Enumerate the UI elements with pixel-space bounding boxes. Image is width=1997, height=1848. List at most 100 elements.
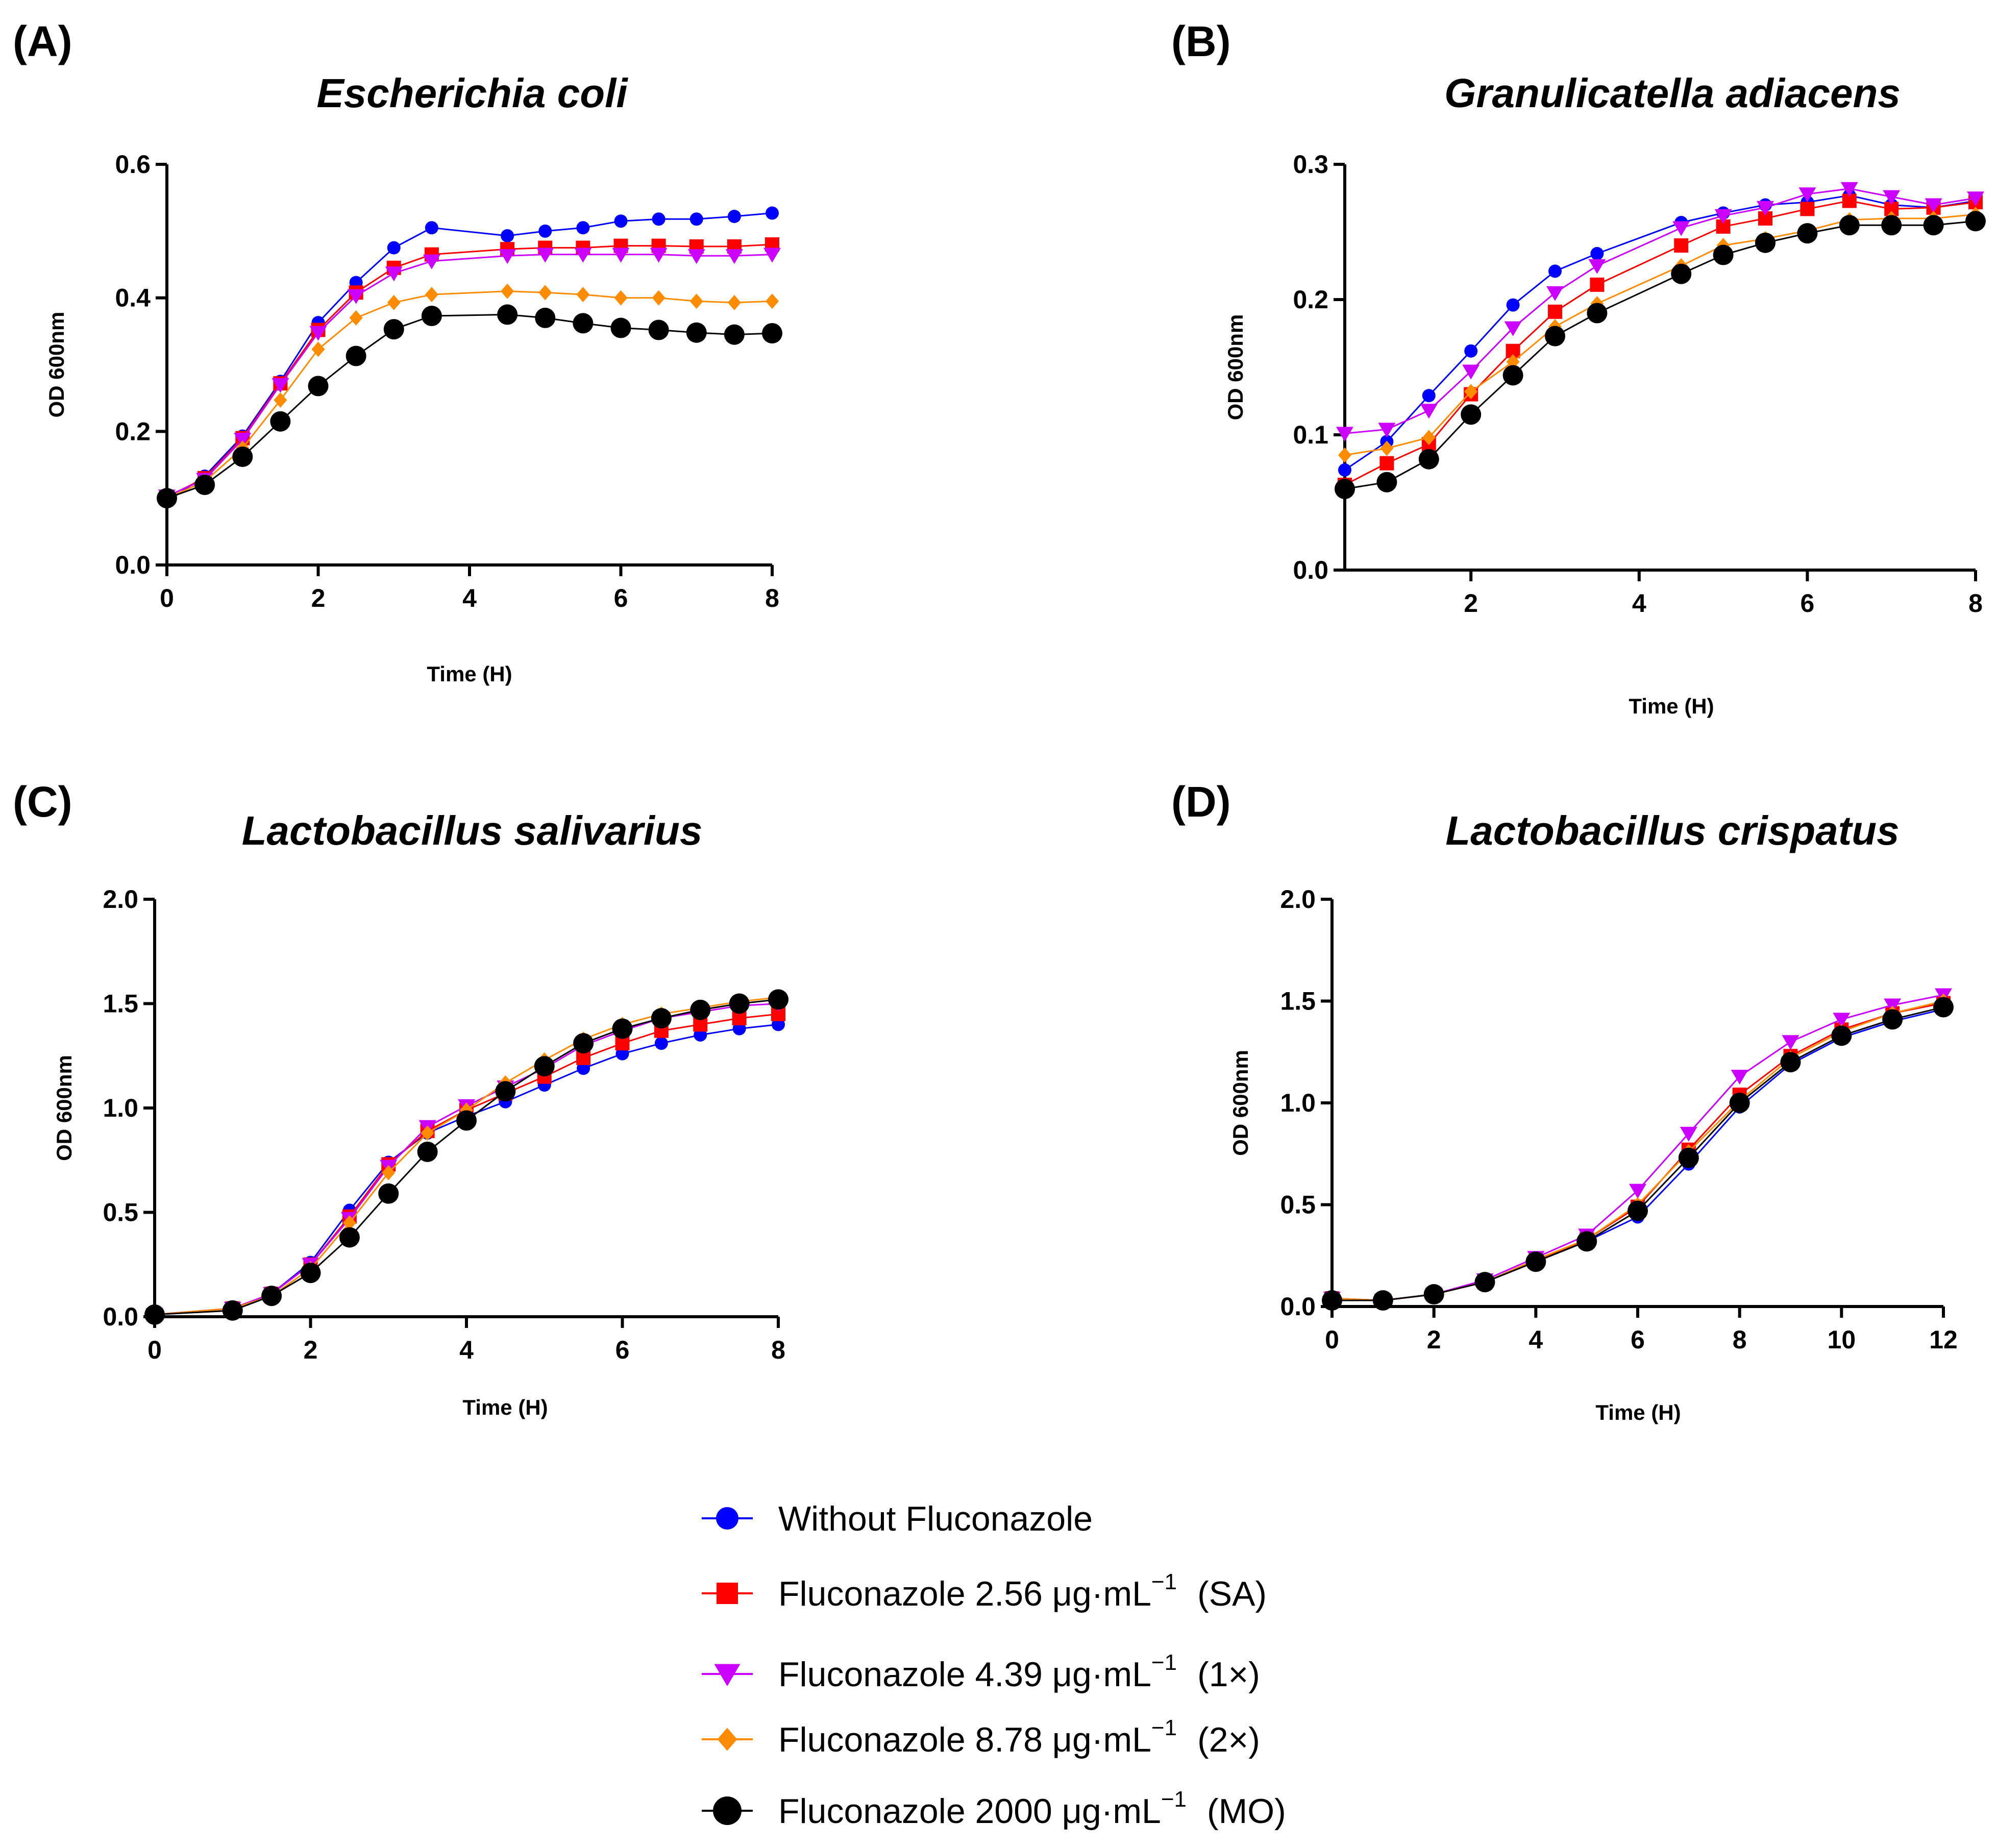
data-point-mo [1671, 263, 1692, 284]
data-point-mo [648, 319, 669, 340]
panel-label: (D) [1171, 778, 1231, 826]
legend-item-without: Without Fluconazole [702, 1499, 1093, 1538]
x-tick-label: 0 [160, 584, 174, 612]
data-point-x1 [1588, 259, 1606, 274]
x-tick-label: 12 [1929, 1325, 1958, 1354]
x-tick-label: 4 [459, 1336, 474, 1364]
x-tick-label: 2 [311, 584, 326, 612]
data-point-x2 [342, 1215, 356, 1230]
data-point-without [654, 1037, 668, 1050]
x-tick-label: 2 [1427, 1325, 1441, 1354]
data-point-without [1548, 264, 1562, 278]
x-tick-label: 2 [1464, 589, 1478, 618]
data-point-mo [1713, 244, 1734, 265]
legend-superscript: −1 [1161, 1787, 1187, 1812]
legend-label: Fluconazole 2.56 μg·mL−1 (SA) [778, 1569, 1267, 1613]
data-point-x1 [1504, 321, 1522, 336]
data-point-mo [534, 1056, 555, 1077]
y-tick-label: 0.1 [1293, 421, 1328, 449]
legend-label-text: Fluconazole 4.39 μg·mL [778, 1655, 1151, 1694]
data-point-x2 [766, 293, 779, 309]
series-line-sa [166, 243, 773, 498]
chart-title: Lactobacillus salivarius [242, 808, 703, 853]
y-tick-label: 0.5 [1280, 1191, 1316, 1219]
data-point-x1 [1680, 1126, 1697, 1142]
data-point-x2 [274, 392, 287, 408]
data-point-without [1422, 389, 1436, 403]
series-line-x2 [154, 996, 779, 1316]
x-tick-label: 0 [1325, 1325, 1339, 1354]
x-tick-label: 4 [462, 584, 477, 612]
x-tick-label: 6 [1631, 1325, 1645, 1354]
data-point-mo [610, 317, 631, 338]
series-line-x2 [166, 290, 773, 499]
series-line-mo [154, 998, 779, 1316]
data-point-x2 [727, 294, 741, 310]
data-point-mo [222, 1300, 243, 1321]
series-line-mo [1332, 1006, 1944, 1301]
y-tick-label: 0.0 [1280, 1292, 1316, 1321]
series-line-mo [1344, 220, 1976, 490]
legend-label: Fluconazole 8.78 μg·mL−1 (2×) [778, 1715, 1260, 1759]
data-point-mo [194, 475, 215, 495]
data-point-mo [1628, 1200, 1648, 1221]
data-point-x1 [234, 433, 252, 448]
x-tick-label: 8 [1968, 589, 1983, 618]
legend-suffix: (MO) [1207, 1792, 1286, 1831]
legend: Without Fluconazole Fluconazole 2.56 μg·m… [702, 1499, 1286, 1831]
data-point-mo [1881, 215, 1902, 236]
data-point-x2 [421, 1125, 434, 1141]
series-line-without [154, 1023, 779, 1316]
legend-label: Fluconazole 2000 μg·mL−1 (MO) [778, 1787, 1286, 1831]
legend-label-text: Fluconazole 2000 μg·mL [778, 1792, 1161, 1831]
x-tick-label: 2 [304, 1336, 318, 1364]
series-line-sa [1332, 1002, 1944, 1301]
series-sa [147, 1006, 785, 1322]
data-point-x2 [652, 290, 665, 306]
legend-marker-x1 [714, 1664, 741, 1686]
x-tick-label: 6 [1800, 589, 1814, 618]
series-mo [144, 989, 788, 1325]
data-point-mo [1461, 404, 1482, 425]
data-point-x2 [576, 287, 590, 303]
y-tick-label: 2.0 [103, 885, 138, 914]
x-tick-label: 8 [771, 1336, 785, 1364]
data-point-x1 [1629, 1184, 1646, 1199]
panel-label: (A) [13, 17, 72, 65]
chart-title: Escherichia coli [316, 70, 628, 116]
data-point-x2 [382, 1165, 396, 1180]
legend-item-mo: Fluconazole 2000 μg·mL−1 (MO) [702, 1787, 1286, 1831]
data-point-mo [456, 1110, 477, 1131]
y-tick-label: 0.2 [1293, 285, 1328, 314]
data-point-x1 [650, 248, 668, 263]
data-point-mo [1882, 1009, 1903, 1030]
data-point-without [387, 241, 401, 255]
legend-label: Fluconazole 4.39 μg·mL−1 (1×) [778, 1650, 1260, 1694]
chart-lactobacillus-crispatus: (D) Lactobacillus crispatus 0.0 0.5 1.0 1.5 2.… [1171, 778, 1958, 1424]
data-point-mo [308, 376, 329, 397]
data-point-without [538, 224, 552, 238]
data-point-mo [270, 411, 291, 432]
series-line-x1 [166, 254, 773, 497]
data-point-x2 [689, 293, 703, 309]
series-line-mo [166, 313, 773, 499]
y-tick-label: 0.4 [115, 284, 151, 312]
y-tick-label: 1.5 [103, 990, 138, 1018]
data-point-mo [1418, 449, 1439, 470]
data-point-without [727, 210, 741, 224]
data-point-without [576, 221, 590, 235]
series-line-sa [154, 1013, 779, 1316]
data-point-x1 [725, 249, 743, 264]
data-point-mo [383, 319, 404, 340]
y-axis-title: OD 600nm [52, 1055, 76, 1161]
data-point-x2 [1506, 354, 1520, 369]
y-axis-title: OD 600nm [1223, 314, 1247, 421]
data-point-without [425, 221, 438, 235]
data-point-mo [1502, 365, 1523, 386]
legend-superscript: −1 [1151, 1650, 1177, 1675]
data-point-mo [157, 488, 177, 509]
series-without [148, 1018, 785, 1321]
chart-granulicatella-adiacens: (B) Granulicatella adiacens 0.0 0.1 0.2 0.3 2 4… [1171, 17, 1986, 718]
x-axis-title: Time (H) [462, 1395, 548, 1419]
data-point-x1 [1798, 187, 1816, 203]
